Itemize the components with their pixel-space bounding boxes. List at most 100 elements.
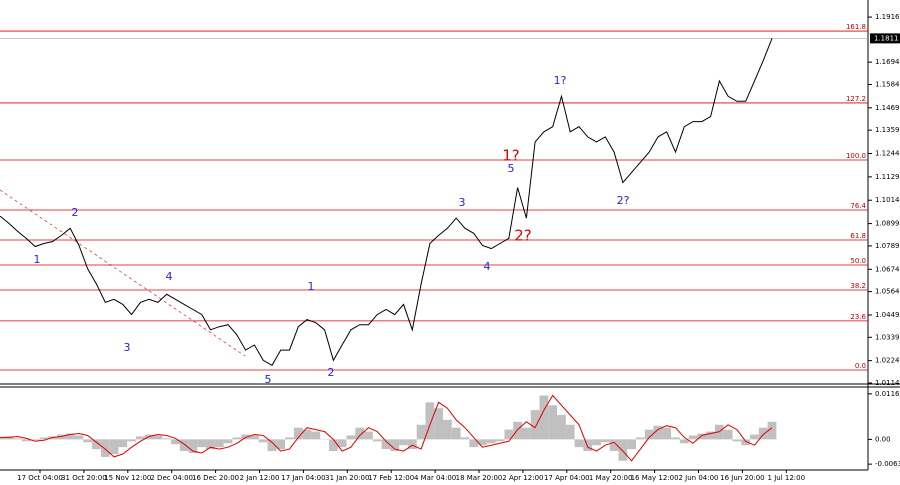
y-tick-label: 1.0789 — [875, 242, 900, 250]
x-tick-label: 4 Mar 04:00 — [414, 474, 456, 482]
x-tick-label: 31 Jan 20:00 — [325, 474, 369, 482]
y-tick-label: 1.0449 — [875, 311, 900, 319]
histogram-bar — [451, 427, 461, 440]
histogram-bar — [407, 439, 417, 450]
histogram-bar — [65, 433, 75, 440]
histogram-bar — [346, 435, 356, 440]
histogram-bar — [662, 427, 672, 440]
price-line — [0, 38, 773, 366]
x-tick-label: 16 May 12:00 — [631, 474, 679, 482]
histogram-bar — [214, 439, 224, 448]
fib-label: 23.6 — [850, 313, 866, 321]
histogram-bar — [250, 435, 259, 440]
histogram-bar — [206, 439, 215, 450]
histogram-bar — [653, 425, 663, 440]
wave-label: 5 — [265, 373, 272, 386]
y-tick-label: 1.1584 — [875, 80, 900, 88]
y-tick-label: 1.1469 — [875, 104, 900, 112]
histogram-bar — [83, 439, 93, 443]
y-tick-label: 1.1129 — [875, 173, 900, 181]
histogram-bar — [688, 435, 698, 440]
histogram-bar — [223, 439, 233, 444]
histogram-bar — [355, 427, 365, 440]
histogram-bar — [372, 439, 382, 442]
histogram-bar — [636, 437, 645, 440]
y-tick-label: 1.0899 — [875, 220, 900, 228]
y-tick-label: 1.0674 — [875, 265, 900, 273]
histogram-bar — [741, 439, 751, 446]
x-tick-label: 2 Jan 12:00 — [240, 474, 280, 482]
histogram-bar — [390, 439, 400, 452]
y-tick-label: 0.00 — [875, 435, 891, 443]
x-tick-label: 1 May 20:00 — [589, 474, 633, 482]
histogram-bar — [416, 424, 426, 440]
histogram-bar — [530, 410, 540, 440]
y-tick-label: -0.00635 — [875, 460, 900, 468]
histogram-bar — [486, 439, 496, 444]
histogram-bar — [504, 429, 514, 440]
histogram-bar — [478, 439, 487, 446]
x-tick-label: 2 Dec 04:00 — [150, 474, 193, 482]
histogram-bar — [750, 434, 759, 440]
histogram-bar — [109, 439, 119, 454]
histogram-bar — [179, 439, 189, 452]
wave-label: 4 — [166, 270, 173, 283]
histogram-bar — [618, 439, 628, 461]
x-tick-label: 17 Jan 04:00 — [281, 474, 325, 482]
histogram-bar — [592, 439, 601, 446]
wave-label: 1? — [502, 147, 520, 165]
signal-line — [0, 394, 773, 462]
histogram-bar — [671, 437, 680, 440]
wave-label: 2? — [514, 227, 532, 245]
histogram-bar — [557, 415, 566, 440]
histogram-bar — [197, 439, 207, 448]
histogram-bar — [548, 405, 558, 440]
histogram-bar — [706, 431, 715, 440]
y-tick-label: 1.0224 — [875, 357, 900, 365]
y-tick-label: 1.1014 — [875, 196, 900, 204]
histogram-bar — [627, 439, 637, 450]
histogram-bar — [644, 429, 654, 440]
histogram-bar — [574, 439, 584, 448]
histogram-bar — [311, 431, 321, 440]
histogram-bar — [127, 439, 136, 442]
histogram-bar — [39, 437, 49, 440]
histogram-bar — [135, 436, 145, 440]
y-tick-label: 1.1916 — [875, 13, 900, 21]
y-tick-label: 1.1244 — [875, 150, 900, 158]
y-tick-label: 1.0114 — [875, 379, 900, 387]
histogram-bar — [381, 439, 391, 450]
fib-label: 127.2 — [846, 95, 866, 103]
wave-label: 5 — [508, 162, 515, 175]
fib-label: 76.4 — [850, 202, 866, 210]
histogram-bar — [302, 429, 312, 440]
wave-label: 4 — [484, 260, 491, 273]
x-tick-label: 15 Nov 12:00 — [104, 474, 151, 482]
fib-label: 61.8 — [850, 232, 866, 240]
x-tick-label: 17 Feb 12:00 — [368, 474, 414, 482]
current-price-label: 1.1811 — [874, 34, 899, 42]
histogram-bar — [92, 439, 101, 450]
histogram-bar — [565, 424, 575, 440]
current-price-box — [870, 33, 900, 44]
histogram-bar — [100, 439, 110, 457]
fib-label: 50.0 — [850, 257, 866, 265]
histogram-bar — [609, 439, 619, 452]
y-tick-label: 1.1359 — [875, 126, 900, 134]
wave-label: 2 — [328, 366, 335, 379]
histogram-bar — [521, 427, 531, 440]
histogram-bar — [732, 439, 742, 442]
histogram-bar — [13, 438, 22, 440]
histogram-bar — [4, 436, 14, 440]
histogram-bar — [285, 437, 294, 440]
wave-label: 3 — [124, 341, 131, 354]
wave-label: 2? — [617, 194, 630, 207]
histogram-bar — [171, 439, 180, 445]
histogram-bar — [758, 427, 768, 440]
x-tick-label: 2 Jun 04:00 — [678, 474, 718, 482]
y-tick-label: 0.01168 — [875, 390, 900, 398]
x-tick-label: 16 Dec 20:00 — [192, 474, 239, 482]
histogram-bar — [276, 439, 286, 450]
histogram-bar — [153, 435, 163, 440]
